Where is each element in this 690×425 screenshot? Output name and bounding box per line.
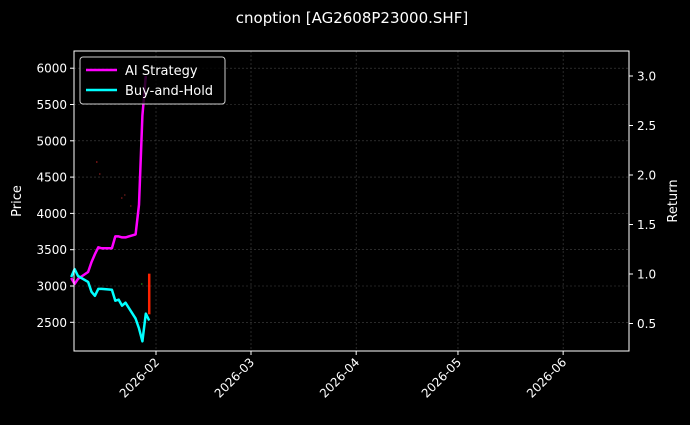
candle-dot	[121, 197, 123, 199]
chart-title: cnoption [AG2608P23000.SHF]	[236, 9, 468, 27]
candle-dot	[96, 161, 98, 163]
y-left-tick-label: 3000	[36, 280, 67, 294]
y-axis-left: 2500 3000 3500 4000 4500 5000 5500 6000	[36, 62, 74, 330]
buy-and-hold-line	[70, 267, 151, 343]
legend: AI Strategy Buy-and-Hold	[79, 56, 226, 105]
candle-dot	[124, 194, 126, 196]
legend-ai-strategy-label: AI Strategy	[125, 64, 198, 79]
y-axis-right-label: Return	[666, 179, 681, 222]
y-right-tick-label: 3.0	[637, 70, 656, 84]
y-left-tick-label: 4000	[36, 207, 67, 221]
candle-dot	[141, 283, 143, 285]
y-left-tick-label: 2500	[36, 316, 67, 330]
y-right-tick-label: 2.5	[637, 119, 656, 133]
y-left-tick-label: 4500	[36, 171, 67, 185]
candle-dot	[99, 173, 101, 175]
y-left-tick-label: 5000	[36, 134, 67, 148]
legend-buy-and-hold-label: Buy-and-Hold	[125, 84, 213, 99]
candlesticks	[96, 161, 151, 315]
x-tick-label: 2026-06	[524, 355, 569, 400]
series-lines	[70, 75, 151, 343]
y-left-tick-label: 5500	[36, 98, 67, 112]
x-tick-label: 2026-05	[419, 355, 464, 400]
y-right-tick-label: 0.5	[637, 317, 656, 331]
y-left-tick-label: 6000	[36, 62, 67, 76]
x-tick-label: 2026-04	[317, 355, 362, 400]
x-tick-label: 2026-02	[117, 355, 162, 400]
x-tick-label: 2026-03	[212, 355, 257, 400]
y-right-tick-label: 1.5	[637, 218, 656, 232]
plot-frame	[73, 50, 630, 352]
y-axis-left-label: Price	[10, 185, 25, 217]
y-axis-right: 0.5 1.0 1.5 2.0 2.5 3.0	[629, 70, 656, 331]
y-right-tick-label: 1.0	[637, 268, 656, 282]
y-right-tick-label: 2.0	[637, 169, 656, 183]
candle-dot	[130, 205, 132, 207]
x-axis: 2026-02 2026-03 2026-04 2026-05 2026-06	[117, 351, 569, 401]
ai-strategy-line	[70, 75, 148, 286]
y-left-tick-label: 3500	[36, 243, 67, 257]
